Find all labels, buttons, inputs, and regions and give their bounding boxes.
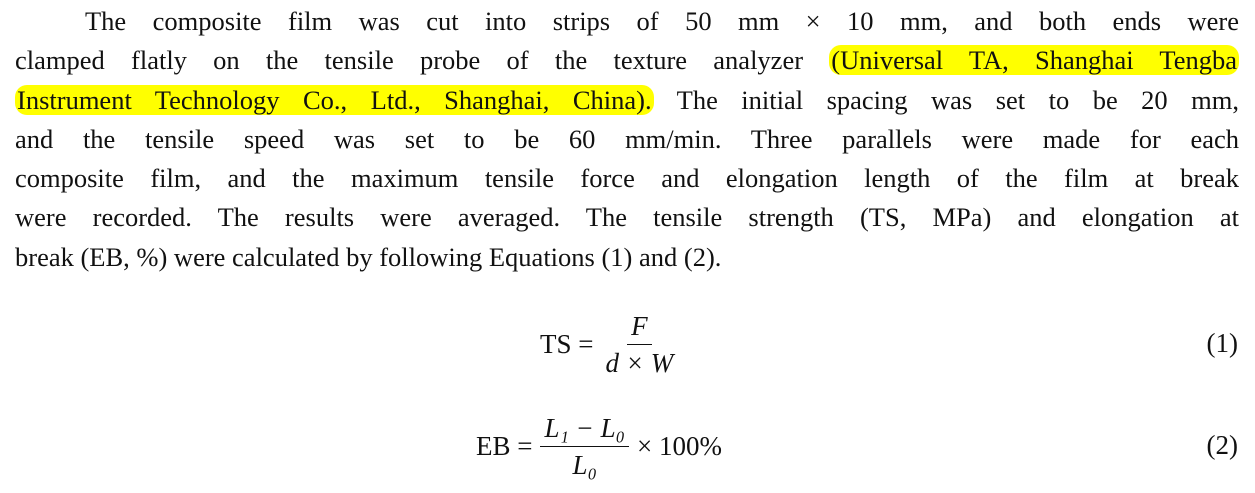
- equation-2: EB = L₁ − L₀ L₀ × 100% (2): [0, 410, 1255, 482]
- equation-tail: × 100%: [637, 430, 722, 461]
- numerator: F: [627, 310, 652, 345]
- highlighted-text: Instrument Technology Co., Ltd., Shangha…: [15, 84, 654, 115]
- text: composite film, and the maximum tensile …: [15, 163, 1239, 194]
- numerator: L₁ − L₀: [540, 412, 630, 447]
- text-line: Instrument Technology Co., Ltd., Shangha…: [15, 81, 1239, 120]
- fraction: F d × W: [602, 310, 678, 379]
- equation-lhs: TS =: [540, 328, 594, 359]
- fraction: L₁ − L₀ L₀: [540, 412, 630, 481]
- highlighted-text: (Universal TA, Shanghai Tengba: [829, 45, 1239, 76]
- text: break (EB, %) were calculated by followi…: [15, 241, 722, 272]
- denominator: d × W: [605, 347, 674, 378]
- text: The composite film was cut into strips o…: [85, 6, 1239, 36]
- text-line: composite film, and the maximum tensile …: [15, 159, 1239, 198]
- text-line: were recorded. The results were averaged…: [15, 198, 1239, 237]
- text-line: break (EB, %) were calculated by followi…: [15, 238, 1239, 277]
- text: clamped flatly on the tensile probe of t…: [15, 45, 830, 76]
- equation-number: (2): [1206, 430, 1238, 460]
- equation-1: TS = F d × W (1): [0, 308, 1255, 380]
- equation-number: (1): [1206, 328, 1238, 358]
- denominator: L₀: [572, 449, 597, 480]
- text-line: The composite film was cut into strips o…: [15, 2, 1239, 41]
- text: and the tensile speed was set to be 60 m…: [15, 123, 1239, 154]
- text-line: clamped flatly on the tensile probe of t…: [15, 41, 1239, 80]
- text-line: and the tensile speed was set to be 60 m…: [15, 120, 1239, 159]
- body-paragraph: The composite film was cut into strips o…: [15, 2, 1239, 277]
- text: were recorded. The results were averaged…: [15, 202, 1239, 233]
- equation-lhs: EB =: [476, 430, 533, 461]
- text: The initial spacing was set to be 20 mm,: [653, 84, 1239, 115]
